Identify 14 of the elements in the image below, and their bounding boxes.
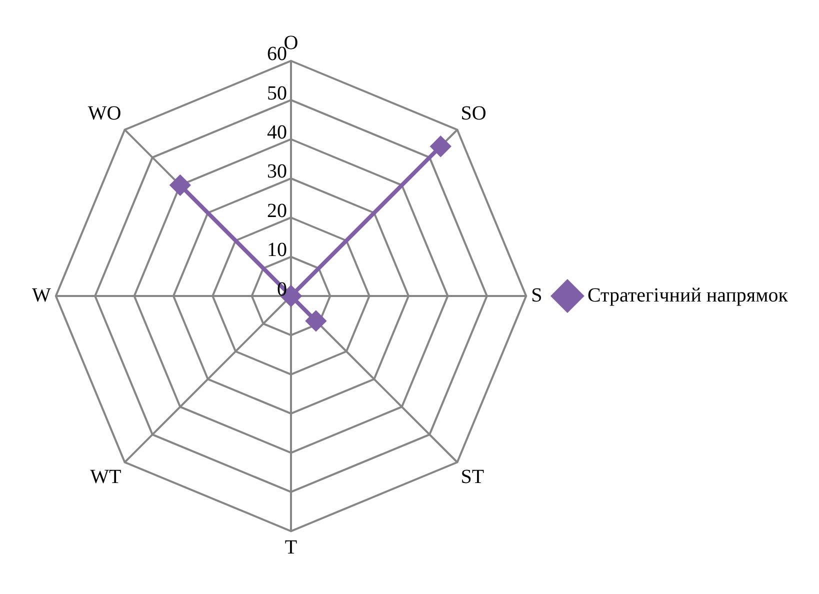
spoke-label: ST	[460, 466, 484, 488]
y-tick-label: 40	[267, 122, 287, 144]
spoke-label: WT	[90, 466, 122, 488]
y-tick-label: 30	[267, 160, 287, 183]
spoke-label: S	[531, 284, 542, 306]
y-tick-label: 20	[267, 200, 287, 222]
spoke-label: SO	[460, 102, 486, 124]
y-tick-label: 10	[267, 239, 287, 262]
y-tick-label: 50	[267, 82, 287, 104]
spoke-label: T	[284, 536, 298, 558]
legend-label: Стратегічний напрямок	[587, 284, 788, 306]
spoke-label: W	[32, 284, 51, 306]
y-tick-label: 0	[277, 278, 287, 300]
spoke-label: WO	[88, 102, 122, 124]
